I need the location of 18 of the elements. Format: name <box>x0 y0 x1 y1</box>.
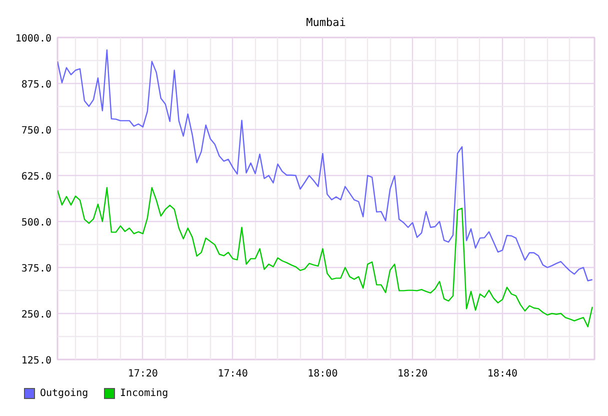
y-tick-label: 625.0 <box>21 172 52 182</box>
x-tick-label: 18:00 <box>308 368 338 380</box>
y-tick-label: 375.0 <box>21 264 52 274</box>
x-tick-label: 18:40 <box>487 368 518 380</box>
line-series <box>58 49 593 282</box>
y-tick-label: 250.0 <box>21 310 52 320</box>
chart-title: Mumbai <box>306 16 346 29</box>
legend-label: Incoming <box>120 387 168 400</box>
x-tick-label: 17:40 <box>218 368 248 380</box>
x-tick-label: 18:20 <box>398 368 428 380</box>
y-tick-label: 875.0 <box>21 80 52 90</box>
x-tick-label: 17:20 <box>128 368 158 380</box>
legend-label: Outgoing <box>40 387 88 400</box>
y-tick-label: 1000.0 <box>15 34 52 44</box>
y-tick-label: 125.0 <box>21 356 52 366</box>
y-tick-label: 500.0 <box>21 218 52 228</box>
line-series <box>58 187 593 328</box>
y-tick-label: 750.0 <box>21 126 52 136</box>
